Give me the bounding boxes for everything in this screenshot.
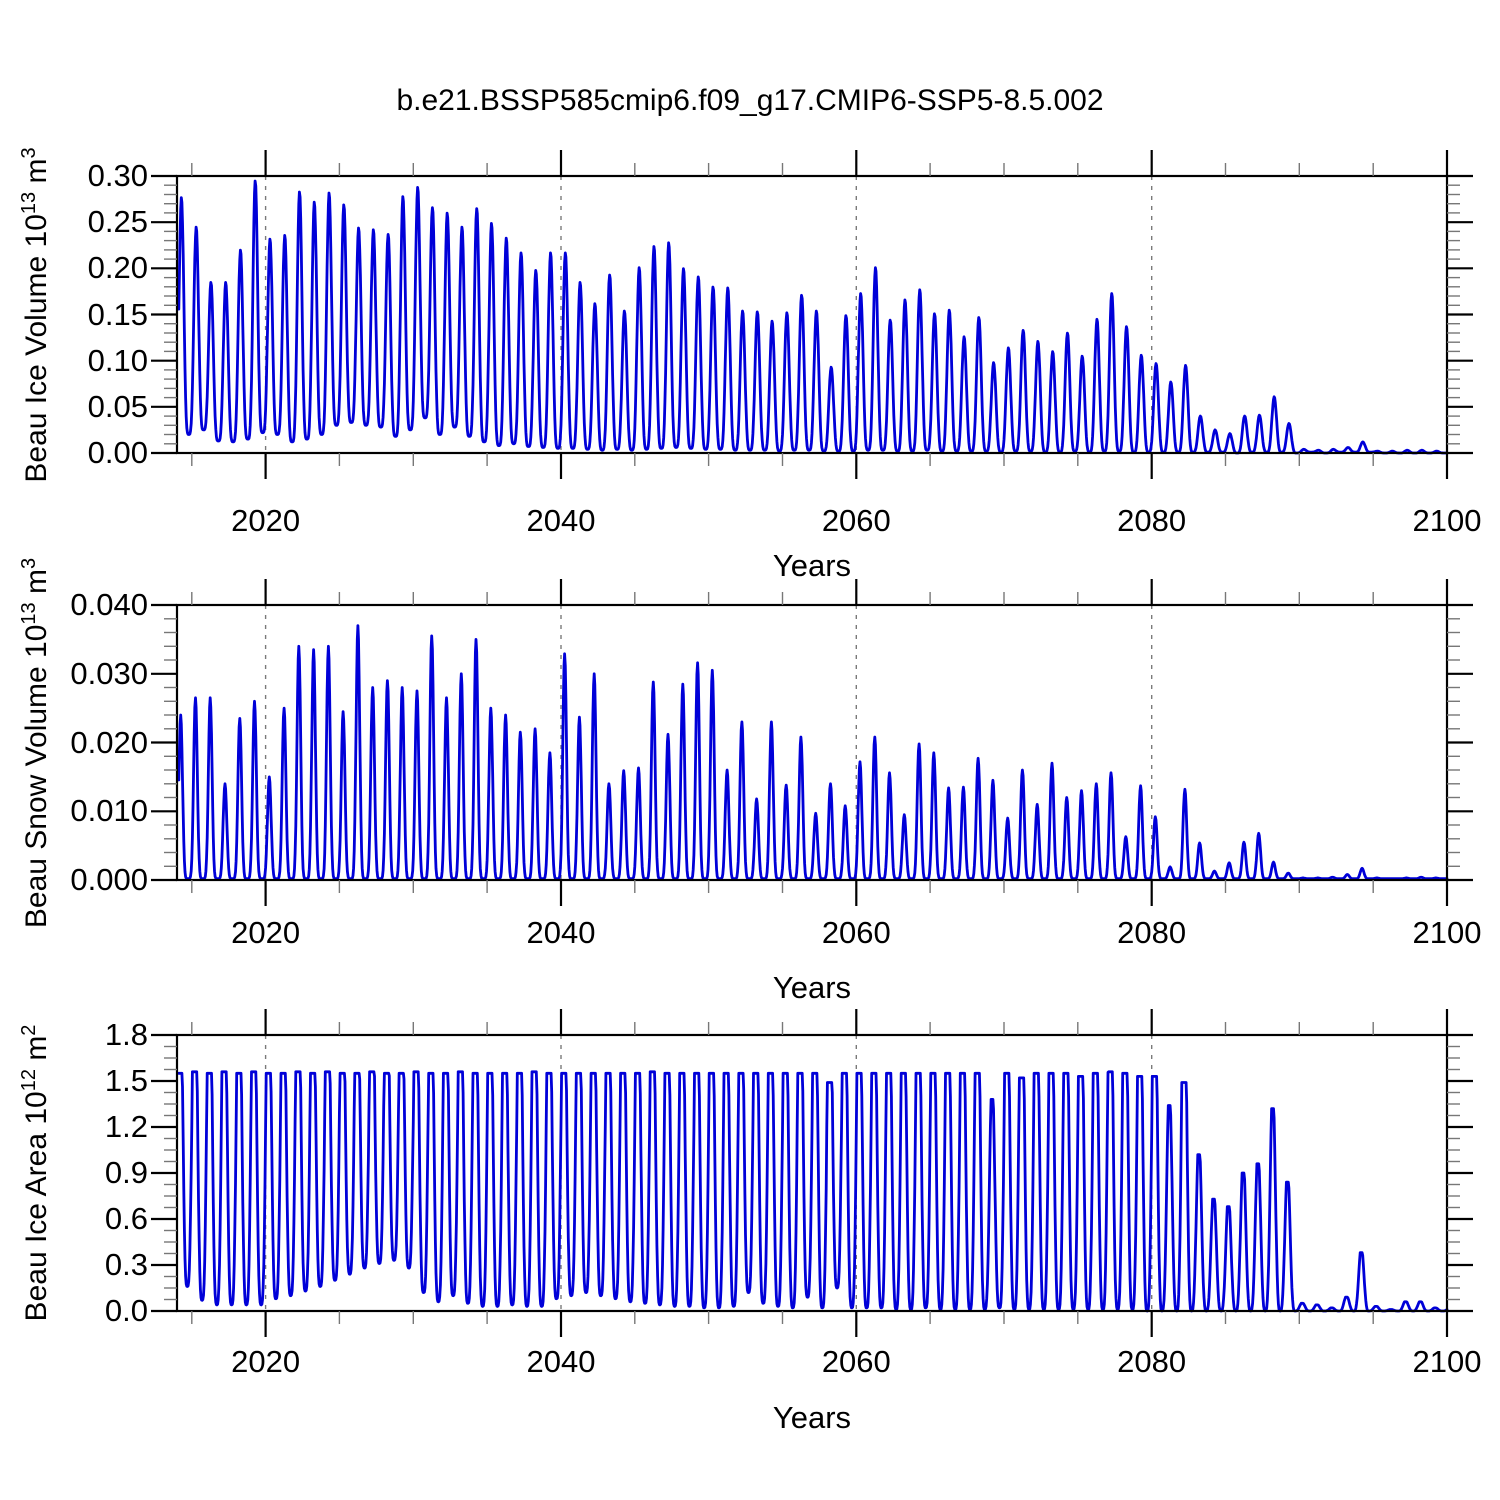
y-axis-title-exponent: 3 bbox=[18, 146, 40, 159]
y-tick-label: 0.10 bbox=[87, 342, 148, 378]
y-tick-label: 0.000 bbox=[70, 862, 148, 897]
y-tick-label: 1.8 bbox=[104, 1017, 148, 1052]
figure-title: b.e21.BSSP585cmip6.f09_g17.CMIP6-SSP5-8.… bbox=[396, 84, 1104, 117]
x-tick-label: 2100 bbox=[1412, 915, 1482, 950]
x-tick-label: 2080 bbox=[1117, 915, 1187, 950]
y-tick-label: 0.3 bbox=[104, 1247, 148, 1282]
x-tick-label: 2020 bbox=[231, 915, 301, 950]
x-tick-label: 2100 bbox=[1412, 503, 1482, 538]
y-tick-label: 0.020 bbox=[70, 724, 148, 760]
panel-beau-snow-volume bbox=[151, 579, 1473, 906]
y-axis-title-exponent: 3 bbox=[18, 557, 40, 569]
beau-snow-volume-curve bbox=[177, 624, 1449, 880]
y-axis-title-text: m bbox=[20, 158, 53, 192]
y-axis-title-text: Beau Ice Area 10 bbox=[20, 1091, 53, 1322]
y-tick-label: 0.30 bbox=[87, 158, 148, 193]
y-tick-label: 0.9 bbox=[104, 1155, 148, 1190]
x-tick-label: 2080 bbox=[1117, 1344, 1187, 1379]
y-axis-title: Beau Snow Volume 1013 m3 bbox=[18, 557, 54, 927]
y-tick-label: 1.5 bbox=[104, 1063, 148, 1098]
y-axis-title-text: m bbox=[20, 568, 53, 602]
panel-beau-ice-volume bbox=[151, 150, 1473, 479]
x-tick-label: 2020 bbox=[231, 503, 301, 538]
y-axis-title-text: Beau Snow Volume 10 bbox=[20, 624, 53, 928]
x-tick-label: 2020 bbox=[231, 1344, 301, 1379]
panel-beau-ice-area bbox=[151, 1009, 1473, 1337]
x-tick-label: 2080 bbox=[1117, 503, 1187, 538]
x-tick-label: 2040 bbox=[526, 915, 596, 950]
y-tick-label: 0.20 bbox=[87, 250, 148, 286]
x-tick-label: 2040 bbox=[526, 1344, 596, 1379]
y-tick-label: 0.6 bbox=[104, 1201, 148, 1236]
x-axis-title: Years bbox=[772, 1400, 852, 1435]
y-axis-title-text: m bbox=[20, 1035, 53, 1070]
y-tick-label: 0.05 bbox=[87, 388, 148, 424]
y-tick-label: 0.010 bbox=[70, 793, 148, 829]
beau-ice-area-curve bbox=[177, 1070, 1449, 1313]
y-axis-title-exponent: 12 bbox=[18, 1069, 40, 1092]
x-axis-title: Years bbox=[772, 548, 852, 583]
y-axis-title-exponent: 2 bbox=[18, 1024, 40, 1036]
x-axis-title: Years bbox=[772, 970, 852, 1005]
x-tick-label: 2040 bbox=[526, 503, 596, 538]
x-tick-label: 2060 bbox=[821, 1344, 891, 1379]
beau-ice-volume-curve bbox=[177, 179, 1449, 455]
y-axis-title-exponent: 13 bbox=[18, 191, 40, 214]
y-tick-label: 1.2 bbox=[104, 1109, 148, 1144]
y-axis-title: Beau Ice Area 1012 m2 bbox=[18, 1025, 54, 1322]
x-tick-label: 2100 bbox=[1412, 1344, 1482, 1379]
y-tick-label: 0.00 bbox=[87, 435, 148, 470]
y-tick-label: 0.030 bbox=[70, 655, 148, 691]
y-tick-label: 0.040 bbox=[70, 587, 148, 622]
x-tick-label: 2060 bbox=[821, 915, 891, 950]
y-tick-label: 0.25 bbox=[87, 204, 148, 240]
y-axis-title-exponent: 13 bbox=[18, 601, 40, 625]
y-tick-label: 0.0 bbox=[104, 1293, 148, 1328]
y-axis-title: Beau Ice Volume 1013 m3 bbox=[18, 147, 54, 482]
y-axis-title-text: Beau Ice Volume 10 bbox=[20, 213, 53, 483]
x-tick-label: 2060 bbox=[821, 503, 891, 538]
y-tick-label: 0.15 bbox=[87, 296, 148, 332]
